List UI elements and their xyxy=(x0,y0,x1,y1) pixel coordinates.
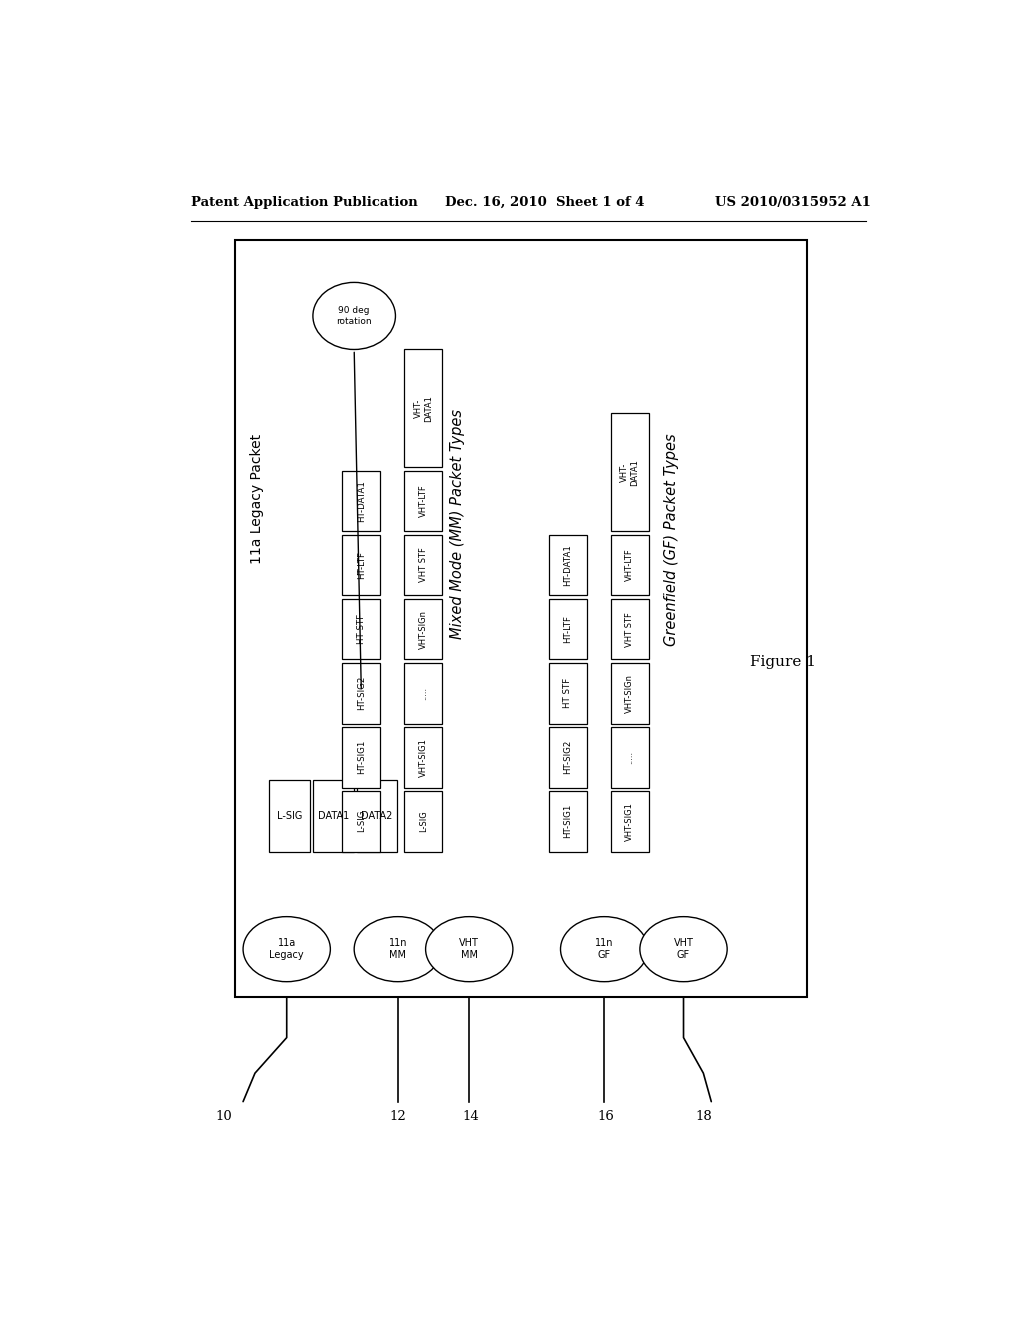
Text: 11n
GF: 11n GF xyxy=(595,939,613,960)
Text: Dec. 16, 2010  Sheet 1 of 4: Dec. 16, 2010 Sheet 1 of 4 xyxy=(445,195,645,209)
Bar xyxy=(549,663,587,723)
Bar xyxy=(404,791,442,851)
Bar xyxy=(610,413,648,532)
Bar xyxy=(549,791,587,851)
Text: L-SIG: L-SIG xyxy=(276,810,302,821)
Text: DATA1: DATA1 xyxy=(317,810,349,821)
Text: L-SIG: L-SIG xyxy=(419,810,428,832)
Text: VHT-SIGn: VHT-SIGn xyxy=(625,673,634,713)
Text: 90 deg
rotation: 90 deg rotation xyxy=(336,306,372,326)
Ellipse shape xyxy=(354,916,441,982)
Text: VHT-
DATA1: VHT- DATA1 xyxy=(620,459,639,486)
Text: 10: 10 xyxy=(215,1110,232,1123)
Text: Greenfield (GF) Packet Types: Greenfield (GF) Packet Types xyxy=(665,433,679,645)
Bar xyxy=(610,663,648,723)
Bar xyxy=(404,471,442,532)
Text: HT-SIG1: HT-SIG1 xyxy=(356,741,366,775)
Text: 18: 18 xyxy=(695,1110,712,1123)
Bar xyxy=(549,535,587,595)
Text: VHT
MM: VHT MM xyxy=(460,939,479,960)
Bar xyxy=(404,727,442,788)
Text: HT-SIG2: HT-SIG2 xyxy=(563,741,572,775)
Text: HT-SIG1: HT-SIG1 xyxy=(563,804,572,838)
Text: 11n
MM: 11n MM xyxy=(388,939,408,960)
Text: HT-DATA1: HT-DATA1 xyxy=(563,544,572,586)
Text: Figure 1: Figure 1 xyxy=(750,655,816,668)
Text: .....: ..... xyxy=(625,751,634,764)
Bar xyxy=(236,240,807,997)
Bar xyxy=(356,780,397,851)
Bar xyxy=(404,663,442,723)
Bar xyxy=(610,535,648,595)
Text: 11a
Legacy: 11a Legacy xyxy=(269,939,304,960)
Text: .....: ..... xyxy=(419,686,428,700)
Text: HT STF: HT STF xyxy=(356,614,366,644)
Bar xyxy=(269,780,310,851)
Bar xyxy=(342,599,380,660)
Ellipse shape xyxy=(313,282,395,350)
Text: HT-SIG2: HT-SIG2 xyxy=(356,676,366,710)
Ellipse shape xyxy=(640,916,727,982)
Bar xyxy=(313,780,353,851)
Text: VHT-LTF: VHT-LTF xyxy=(625,549,634,581)
Ellipse shape xyxy=(560,916,648,982)
Text: HT-DATA1: HT-DATA1 xyxy=(356,480,366,521)
Text: VHT-LTF: VHT-LTF xyxy=(419,484,428,517)
Bar xyxy=(404,599,442,660)
Bar xyxy=(342,663,380,723)
Text: Mixed Mode (MM) Packet Types: Mixed Mode (MM) Packet Types xyxy=(450,409,465,639)
Bar xyxy=(342,727,380,788)
Text: VHT
GF: VHT GF xyxy=(674,939,693,960)
Text: US 2010/0315952 A1: US 2010/0315952 A1 xyxy=(715,195,871,209)
Bar xyxy=(342,471,380,532)
Text: HT STF: HT STF xyxy=(563,678,572,709)
Text: DATA2: DATA2 xyxy=(361,810,392,821)
Text: VHT-SIGn: VHT-SIGn xyxy=(419,610,428,648)
Bar xyxy=(610,791,648,851)
Ellipse shape xyxy=(243,916,331,982)
Text: VHT-SIG1: VHT-SIG1 xyxy=(419,738,428,776)
Text: 12: 12 xyxy=(390,1110,407,1123)
Bar xyxy=(404,348,442,467)
Bar xyxy=(342,791,380,851)
Text: VHT-SIG1: VHT-SIG1 xyxy=(625,801,634,841)
Bar xyxy=(610,727,648,788)
Text: 16: 16 xyxy=(597,1110,614,1123)
Text: L-SIG: L-SIG xyxy=(356,810,366,833)
Text: HT-LTF: HT-LTF xyxy=(563,615,572,643)
Bar xyxy=(549,599,587,660)
Text: Patent Application Publication: Patent Application Publication xyxy=(191,195,418,209)
Ellipse shape xyxy=(426,916,513,982)
Text: 11a Legacy Packet: 11a Legacy Packet xyxy=(250,434,264,564)
Bar xyxy=(342,535,380,595)
Bar xyxy=(404,535,442,595)
Text: HT-LTF: HT-LTF xyxy=(356,550,366,579)
Text: VHT STF: VHT STF xyxy=(419,548,428,582)
Text: VHT STF: VHT STF xyxy=(625,611,634,647)
Bar xyxy=(549,727,587,788)
Text: VHT-
DATA1: VHT- DATA1 xyxy=(414,395,433,421)
Bar xyxy=(610,599,648,660)
Text: 14: 14 xyxy=(463,1110,479,1123)
